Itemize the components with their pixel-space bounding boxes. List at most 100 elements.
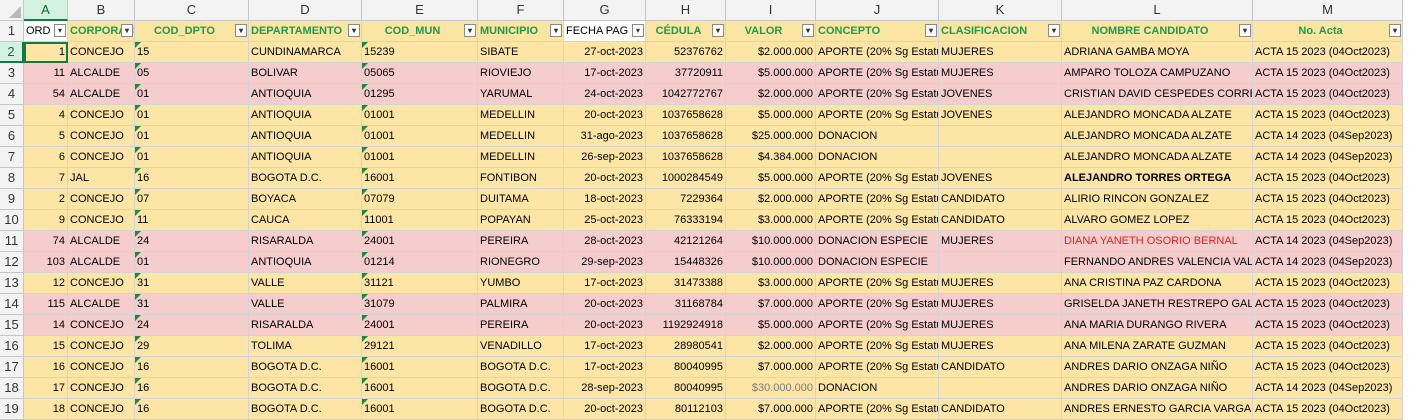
cell-concepto[interactable]: APORTE (20% Sg Estatuto) — [816, 189, 939, 210]
cell-no-acta[interactable]: ACTA 15 2023 (04Oct2023) — [1253, 42, 1403, 63]
header-cod-dpto[interactable]: COD_DPTO ▾ — [135, 21, 249, 42]
cell-cod-mun[interactable]: 31079 — [362, 294, 478, 315]
cell-fecha-pago[interactable]: 20-oct-2023 — [564, 315, 646, 336]
cell-nombre-candidato[interactable]: DIANA YANETH OSORIO BERNAL — [1062, 231, 1253, 252]
row-header[interactable]: 10 — [0, 210, 24, 231]
cell-municipio[interactable]: BOGOTA D.C. — [478, 357, 564, 378]
cell-departamento[interactable]: VALLE — [249, 294, 362, 315]
cell-cedula[interactable]: 7229364 — [646, 189, 726, 210]
cell-departamento[interactable]: ANTIOQUIA — [249, 147, 362, 168]
cell-clasificacion[interactable] — [939, 147, 1062, 168]
cell-cedula[interactable]: 15448326 — [646, 252, 726, 273]
filter-dropdown-icon[interactable]: ▾ — [464, 24, 476, 37]
cell-no-acta[interactable]: ACTA 15 2023 (04Oct2023) — [1253, 84, 1403, 105]
cell-clasificacion[interactable]: MUJERES — [939, 273, 1062, 294]
column-header-c[interactable]: C — [135, 0, 249, 21]
cell-municipio[interactable]: BOGOTA D.C. — [478, 399, 564, 420]
row-header[interactable]: 19 — [0, 399, 24, 420]
cell-clasificacion[interactable]: MUJERES — [939, 315, 1062, 336]
cell-cod-mun[interactable]: 07079 — [362, 189, 478, 210]
cell-cod-dpto[interactable]: 01 — [135, 84, 249, 105]
cell-ord[interactable]: 18 — [24, 399, 68, 420]
cell-corporacion[interactable]: CONCEJO — [68, 42, 135, 63]
cell-corporacion[interactable]: CONCEJO — [68, 189, 135, 210]
cell-valor[interactable]: $2.000.000 — [726, 42, 816, 63]
column-header-e[interactable]: E — [362, 0, 478, 21]
cell-nombre-candidato[interactable]: GRISELDA JANETH RESTREPO GALLEGO — [1062, 294, 1253, 315]
cell-municipio[interactable]: MEDELLIN — [478, 126, 564, 147]
cell-municipio[interactable]: VENADILLO — [478, 336, 564, 357]
header-clasificacion[interactable]: CLASIFICACION ▾ — [939, 21, 1062, 42]
cell-nombre-candidato[interactable]: ALEJANDRO MONCADA ALZATE — [1062, 147, 1253, 168]
cell-nombre-candidato[interactable]: ALVARO GOMEZ LOPEZ — [1062, 210, 1253, 231]
cell-corporacion[interactable]: CONCEJO — [68, 378, 135, 399]
row-header[interactable]: 8 — [0, 168, 24, 189]
cell-ord[interactable]: 16 — [24, 357, 68, 378]
row-header[interactable]: 13 — [0, 273, 24, 294]
row-header[interactable]: 17 — [0, 357, 24, 378]
cell-valor[interactable]: $5.000.000 — [726, 168, 816, 189]
header-valor[interactable]: VALOR ▾ — [726, 21, 816, 42]
cell-valor[interactable]: $5.000.000 — [726, 315, 816, 336]
cell-fecha-pago[interactable]: 29-sep-2023 — [564, 252, 646, 273]
filter-dropdown-icon[interactable]: ▾ — [54, 24, 66, 37]
cell-cod-mun[interactable]: 15239 — [362, 42, 478, 63]
cell-valor[interactable]: $25.000.000 — [726, 126, 816, 147]
cell-municipio[interactable]: RIOVIEJO — [478, 63, 564, 84]
cell-no-acta[interactable]: ACTA 14 2023 (04Sep2023) — [1253, 252, 1403, 273]
row-header[interactable]: 16 — [0, 336, 24, 357]
cell-clasificacion[interactable]: MUJERES — [939, 42, 1062, 63]
cell-ord[interactable]: 4 — [24, 105, 68, 126]
cell-corporacion[interactable]: ALCALDE — [68, 252, 135, 273]
cell-cod-dpto[interactable]: 31 — [135, 294, 249, 315]
cell-corporacion[interactable]: CONCEJO — [68, 210, 135, 231]
cell-valor[interactable]: $7.000.000 — [726, 399, 816, 420]
column-header-a[interactable]: A — [24, 0, 68, 21]
header-cedula[interactable]: CÉDULA ▾ — [646, 21, 726, 42]
cell-concepto[interactable]: DONACION ESPECIE — [816, 252, 939, 273]
cell-ord[interactable]: 6 — [24, 147, 68, 168]
cell-fecha-pago[interactable]: 24-oct-2023 — [564, 84, 646, 105]
header-corporacion[interactable]: CORPORACI ▾ — [68, 21, 135, 42]
cell-municipio[interactable]: SIBATE — [478, 42, 564, 63]
filter-dropdown-icon[interactable]: ▾ — [802, 24, 814, 37]
cell-cedula[interactable]: 31473388 — [646, 273, 726, 294]
filter-dropdown-icon[interactable]: ▾ — [712, 24, 724, 37]
cell-departamento[interactable]: ANTIOQUIA — [249, 105, 362, 126]
cell-cod-mun[interactable]: 24001 — [362, 231, 478, 252]
cell-ord[interactable]: 1 — [24, 42, 68, 63]
cell-cod-dpto[interactable]: 07 — [135, 189, 249, 210]
cell-concepto[interactable]: DONACION — [816, 147, 939, 168]
cell-fecha-pago[interactable]: 31-ago-2023 — [564, 126, 646, 147]
cell-concepto[interactable]: APORTE (20% Sg Estatuto) — [816, 63, 939, 84]
filter-dropdown-icon[interactable]: ▾ — [235, 24, 247, 37]
cell-clasificacion[interactable] — [939, 378, 1062, 399]
cell-cod-dpto[interactable]: 24 — [135, 231, 249, 252]
cell-cod-mun[interactable]: 01001 — [362, 147, 478, 168]
cell-cod-mun[interactable]: 31121 — [362, 273, 478, 294]
cell-municipio[interactable]: POPAYAN — [478, 210, 564, 231]
cell-cedula[interactable]: 76333194 — [646, 210, 726, 231]
cell-departamento[interactable]: VALLE — [249, 273, 362, 294]
cell-nombre-candidato[interactable]: ANDRES DARIO ONZAGA NIÑO — [1062, 357, 1253, 378]
column-header-b[interactable]: B — [68, 0, 135, 21]
cell-cod-dpto[interactable]: 24 — [135, 315, 249, 336]
cell-clasificacion[interactable]: JOVENES — [939, 168, 1062, 189]
header-concepto[interactable]: CONCEPTO ▾ — [816, 21, 939, 42]
cell-cod-dpto[interactable]: 29 — [135, 336, 249, 357]
cell-concepto[interactable]: DONACION — [816, 378, 939, 399]
filter-dropdown-icon[interactable]: ▾ — [925, 24, 937, 37]
row-header[interactable]: 18 — [0, 378, 24, 399]
cell-departamento[interactable]: RISARALDA — [249, 315, 362, 336]
cell-municipio[interactable]: MEDELLIN — [478, 105, 564, 126]
cell-no-acta[interactable]: ACTA 14 2023 (04Sep2023) — [1253, 147, 1403, 168]
cell-ord[interactable]: 2 — [24, 189, 68, 210]
cell-cedula[interactable]: 80040995 — [646, 357, 726, 378]
cell-fecha-pago[interactable]: 28-sep-2023 — [564, 378, 646, 399]
cell-nombre-candidato[interactable]: ALIRIO RINCON GONZALEZ — [1062, 189, 1253, 210]
row-header[interactable]: 5 — [0, 105, 24, 126]
cell-valor[interactable]: $7.000.000 — [726, 294, 816, 315]
cell-cod-dpto[interactable]: 01 — [135, 147, 249, 168]
cell-nombre-candidato[interactable]: ALEJANDRO MONCADA ALZATE — [1062, 126, 1253, 147]
